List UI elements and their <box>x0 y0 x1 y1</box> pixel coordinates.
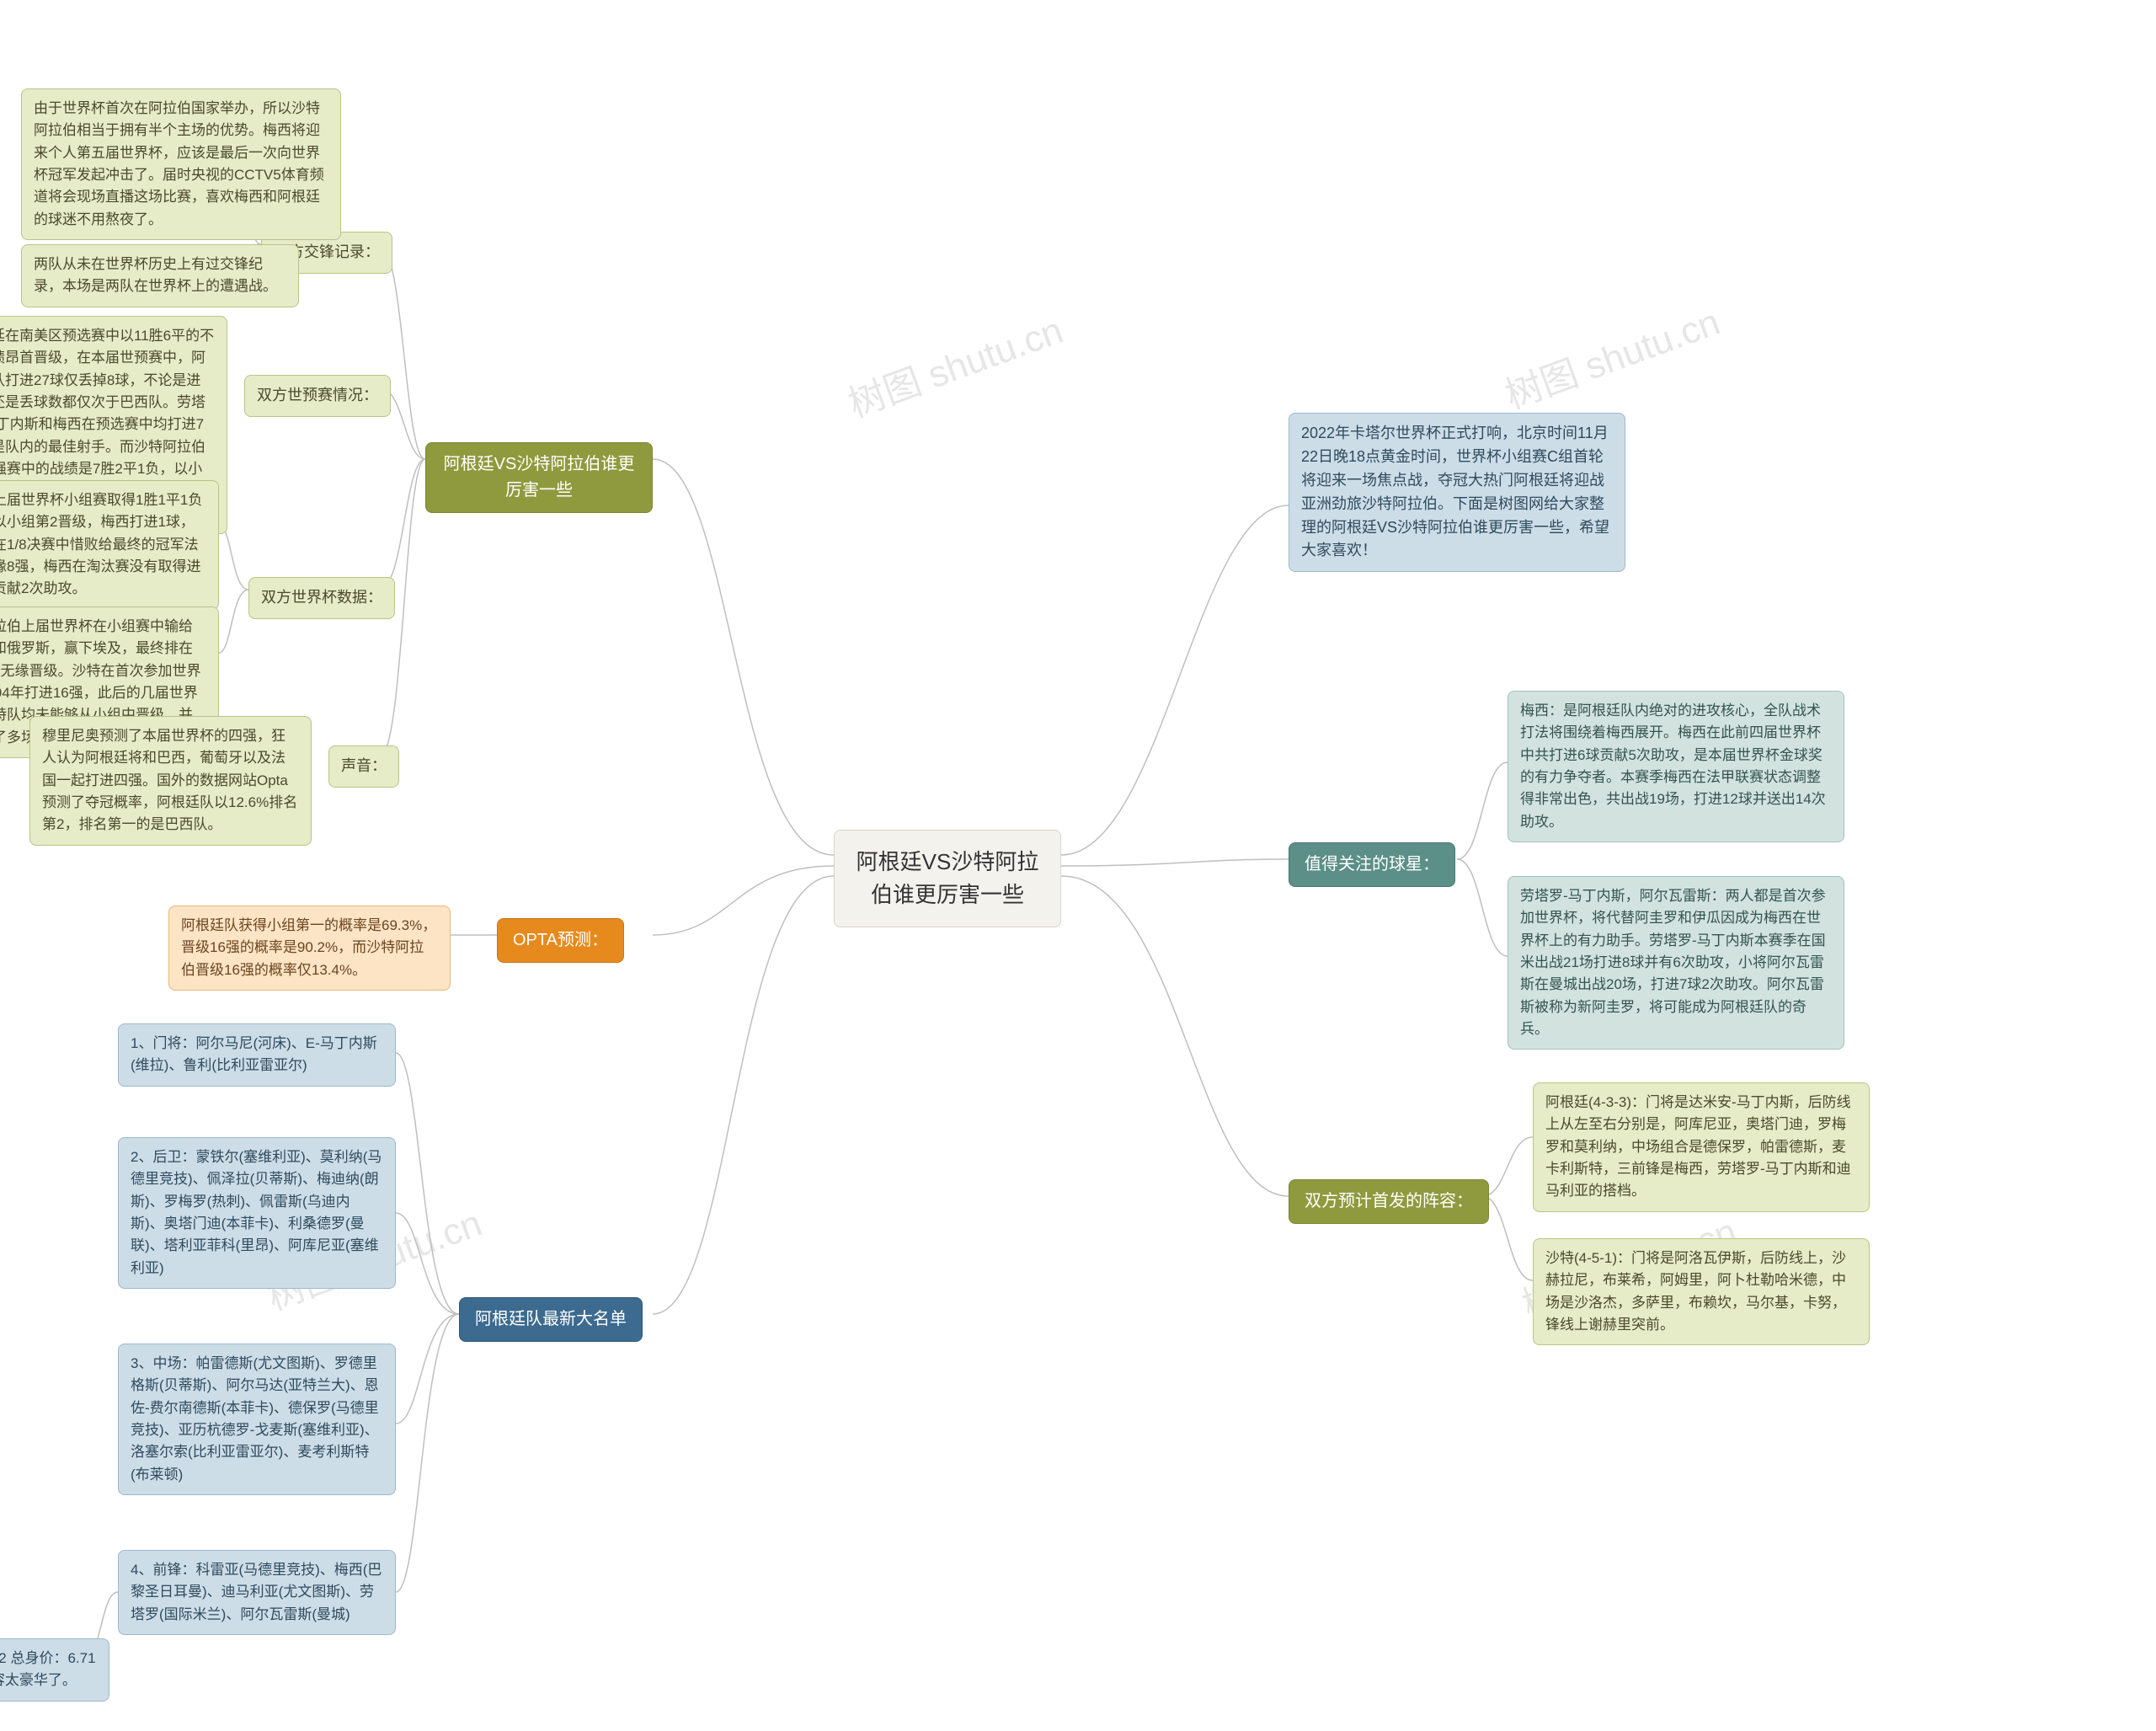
stars-messi: 梅西：是阿根廷队内绝对的进攻核心，全队战术打法将围绕着梅西展开。梅西在此前四届世… <box>1508 691 1844 842</box>
squad-fwd: 4、前锋：科雷亚(马德里竞技)、梅西(巴黎圣日耳曼)、迪马利亚(尤文图斯)、劳塔… <box>118 1550 396 1635</box>
lineup-argentina: 阿根廷(4-3-3)：门将是达米安-马丁内斯，后防线上从左至右分别是，阿库尼亚，… <box>1533 1082 1870 1212</box>
squad-def: 2、后卫：蒙铁尔(塞维利亚)、莫利纳(马德里竞技)、佩泽拉(贝蒂斯)、梅迪纳(朗… <box>118 1137 396 1289</box>
sublabel-wcdata: 双方世界杯数据： <box>248 577 395 619</box>
voice-text: 穆里尼奥预测了本届世界杯的四强，狂人认为阿根廷将和巴西，葡萄牙以及法国一起打进四… <box>29 716 312 846</box>
root-node: 阿根廷VS沙特阿拉伯谁更厉害一些 <box>834 830 1061 927</box>
h2h-text-b: 两队从未在世界杯历史上有过交锋纪录，本场是两队在世界杯上的遭遇战。 <box>21 244 299 307</box>
squad-summary: 人数：26 平均年龄：27.2 总身价：6.71亿欧元，2022阿根廷阵容太豪华… <box>0 1638 109 1702</box>
wcdata-text-a: 阿根廷上届世界杯小组赛取得1胜1平1负的战绩以小组第2晋级，梅西打进1球，阿根廷… <box>0 480 219 610</box>
sublabel-qualifier: 双方世预赛情况： <box>244 375 391 417</box>
squad-gk: 1、门将：阿尔马尼(河床)、E-马丁内斯(维拉)、鲁利(比利亚雷亚尔) <box>118 1023 396 1087</box>
branch-compare: 阿根廷VS沙特阿拉伯谁更厉害一些 <box>425 442 653 513</box>
branch-stars: 值得关注的球星： <box>1289 842 1455 887</box>
watermark: 树图 shutu.cn <box>1497 291 1726 419</box>
opta-text: 阿根廷队获得小组第一的概率是69.3%，晋级16强的概率是90.2%，而沙特阿拉… <box>168 906 451 991</box>
squad-mid: 3、中场：帕雷德斯(尤文图斯)、罗德里格斯(贝蒂斯)、阿尔马达(亚特兰大)、恩佐… <box>118 1344 396 1495</box>
h2h-text-a: 由于世界杯首次在阿拉伯国家举办，所以沙特阿拉伯相当于拥有半个主场的优势。梅西将迎… <box>21 88 341 240</box>
intro-text: 2022年卡塔尔世界杯正式打响，北京时间11月22日晚18点黄金时间，世界杯小组… <box>1289 413 1625 572</box>
sublabel-voice: 声音： <box>328 745 399 788</box>
branch-lineup: 双方预计首发的阵容： <box>1289 1179 1489 1224</box>
branch-opta: OPTA预测： <box>497 918 624 963</box>
branch-squad: 阿根廷队最新大名单 <box>459 1297 643 1342</box>
watermark: 树图 shutu.cn <box>840 300 1069 427</box>
lineup-saudi: 沙特(4-5-1)：门将是阿洛瓦伊斯，后防线上，沙赫拉尼，布莱希，阿姆里，阿卜杜… <box>1533 1238 1870 1345</box>
stars-lautaro: 劳塔罗-马丁内斯，阿尔瓦雷斯：两人都是首次参加世界杯，将代替阿圭罗和伊瓜因成为梅… <box>1508 876 1844 1050</box>
